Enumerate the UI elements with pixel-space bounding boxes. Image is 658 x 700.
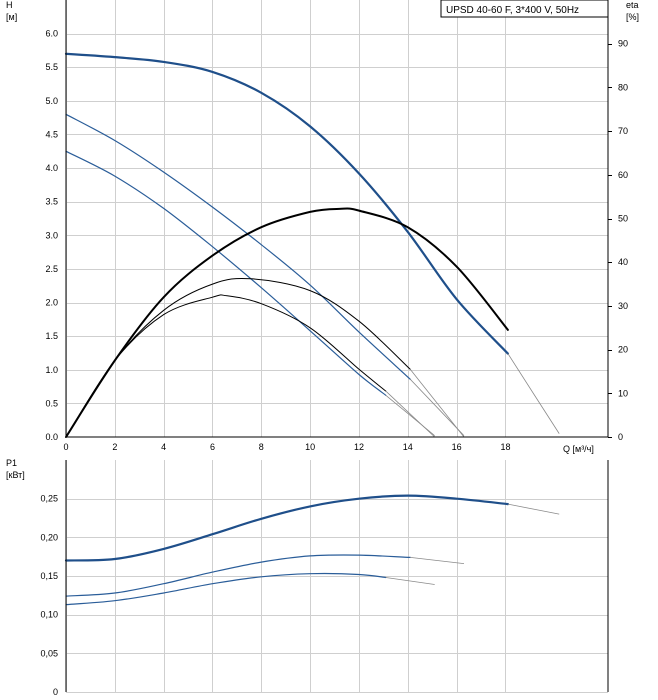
eta-tick-label: 30 xyxy=(618,301,628,311)
h-tick-label: 0.5 xyxy=(45,398,58,408)
p1-curve-1 xyxy=(64,494,509,562)
curve-extension-3 xyxy=(385,394,435,437)
p1-tick-label: 0,05 xyxy=(40,648,58,658)
q-tick-label: 4 xyxy=(161,442,166,452)
q-tick-label: 8 xyxy=(259,442,264,452)
h-tick-label: 2.5 xyxy=(45,264,58,274)
eta-axis-label: eta xyxy=(626,0,639,10)
p1-axis-unit: [кВт] xyxy=(6,470,25,480)
x-tick-labels: 0 2 4 6 8 10 12 14 16 18 xyxy=(63,442,510,452)
eta-tick-label: 70 xyxy=(618,126,628,136)
h-tick-labels: 0.0 0.5 1.0 1.5 2.0 2.5 3.0 3.5 4.0 4.5 5.0 5.5 6.0 xyxy=(45,29,58,442)
q-tick-label: 12 xyxy=(354,442,364,452)
eta-tick-label: 90 xyxy=(618,39,628,49)
h-tick-label: 5.0 xyxy=(45,96,58,106)
head-curve-3 xyxy=(65,150,387,396)
head-efficiency-panel: 0 2 4 6 8 10 12 14 16 18 0.0 0.5 1.0 1.5 2.0 2.5 3.0 3.5… xyxy=(6,0,639,454)
head-grid xyxy=(66,0,608,437)
q-tick-label: 10 xyxy=(305,442,315,452)
eta-tick-label: 60 xyxy=(618,170,628,180)
head-efficiency-series xyxy=(64,52,560,438)
p1-curve-extension-3 xyxy=(385,577,435,585)
q-tick-label: 18 xyxy=(500,442,510,452)
h-tick-label: 4.5 xyxy=(45,129,58,139)
curve-extension-6 xyxy=(385,390,435,438)
p1-axis-label: P1 xyxy=(6,458,17,468)
eta-curve-4 xyxy=(65,207,509,438)
p1-curve-extension-1 xyxy=(507,503,560,515)
h-tick-label: 3.0 xyxy=(45,230,58,240)
legend-text: UPSD 40-60 F, 3*400 V, 50Hz xyxy=(446,5,579,16)
eta-tick-label: 0 xyxy=(618,432,623,442)
p1-curve-2 xyxy=(65,554,411,597)
power-grid xyxy=(66,460,608,693)
q-tick-label: 16 xyxy=(452,442,462,452)
p1-tick-label: 0 xyxy=(53,687,58,697)
head-curve-2 xyxy=(65,113,411,380)
eta-tick-label: 10 xyxy=(618,388,628,398)
eta-tick-labels: 0 10 20 30 40 50 60 70 80 90 xyxy=(608,39,628,442)
h-axis-label: H xyxy=(6,0,13,10)
q-tick-label: 14 xyxy=(403,442,413,452)
h-tick-label: 3.5 xyxy=(45,197,58,207)
eta-curve-6 xyxy=(65,294,387,438)
eta-tick-label: 50 xyxy=(618,214,628,224)
p1-tick-label: 0,15 xyxy=(40,571,58,581)
power-series xyxy=(64,494,560,606)
h-tick-label: 2.0 xyxy=(45,298,58,308)
p1-tick-labels: 0 0,05 0,10 0,15 0,20 0,25 xyxy=(40,494,58,697)
h-tick-label: 0.0 xyxy=(45,432,58,442)
h-tick-label: 1.5 xyxy=(45,331,58,341)
legend-box xyxy=(440,0,609,18)
q-tick-label: 0 xyxy=(63,442,68,452)
h-tick-label: 6.0 xyxy=(45,29,58,39)
eta-tick-label: 20 xyxy=(618,345,628,355)
q-axis-label: Q [м³/ч] xyxy=(563,444,594,454)
h-axis-unit: [м] xyxy=(6,12,17,22)
p1-tick-label: 0,10 xyxy=(40,610,58,620)
p1-tick-label: 0,25 xyxy=(40,494,58,504)
eta-axis-unit: [%] xyxy=(626,12,639,22)
power-panel: 0 0,05 0,10 0,15 0,20 0,25 P1 [кВт] xyxy=(6,458,609,697)
p1-curve-extension-2 xyxy=(410,557,465,564)
p1-curve-3 xyxy=(65,572,387,606)
head-curve-1 xyxy=(64,52,509,355)
q-tick-label: 6 xyxy=(210,442,215,452)
h-tick-label: 5.5 xyxy=(45,62,58,72)
eta-tick-label: 80 xyxy=(618,82,628,92)
eta-tick-label: 40 xyxy=(618,257,628,267)
h-tick-label: 1.0 xyxy=(45,365,58,375)
curve-extension-1 xyxy=(507,353,560,434)
h-tick-label: 4.0 xyxy=(45,163,58,173)
q-tick-label: 2 xyxy=(112,442,117,452)
curve-extension-5 xyxy=(409,369,465,438)
p1-tick-label: 0,20 xyxy=(40,532,58,542)
